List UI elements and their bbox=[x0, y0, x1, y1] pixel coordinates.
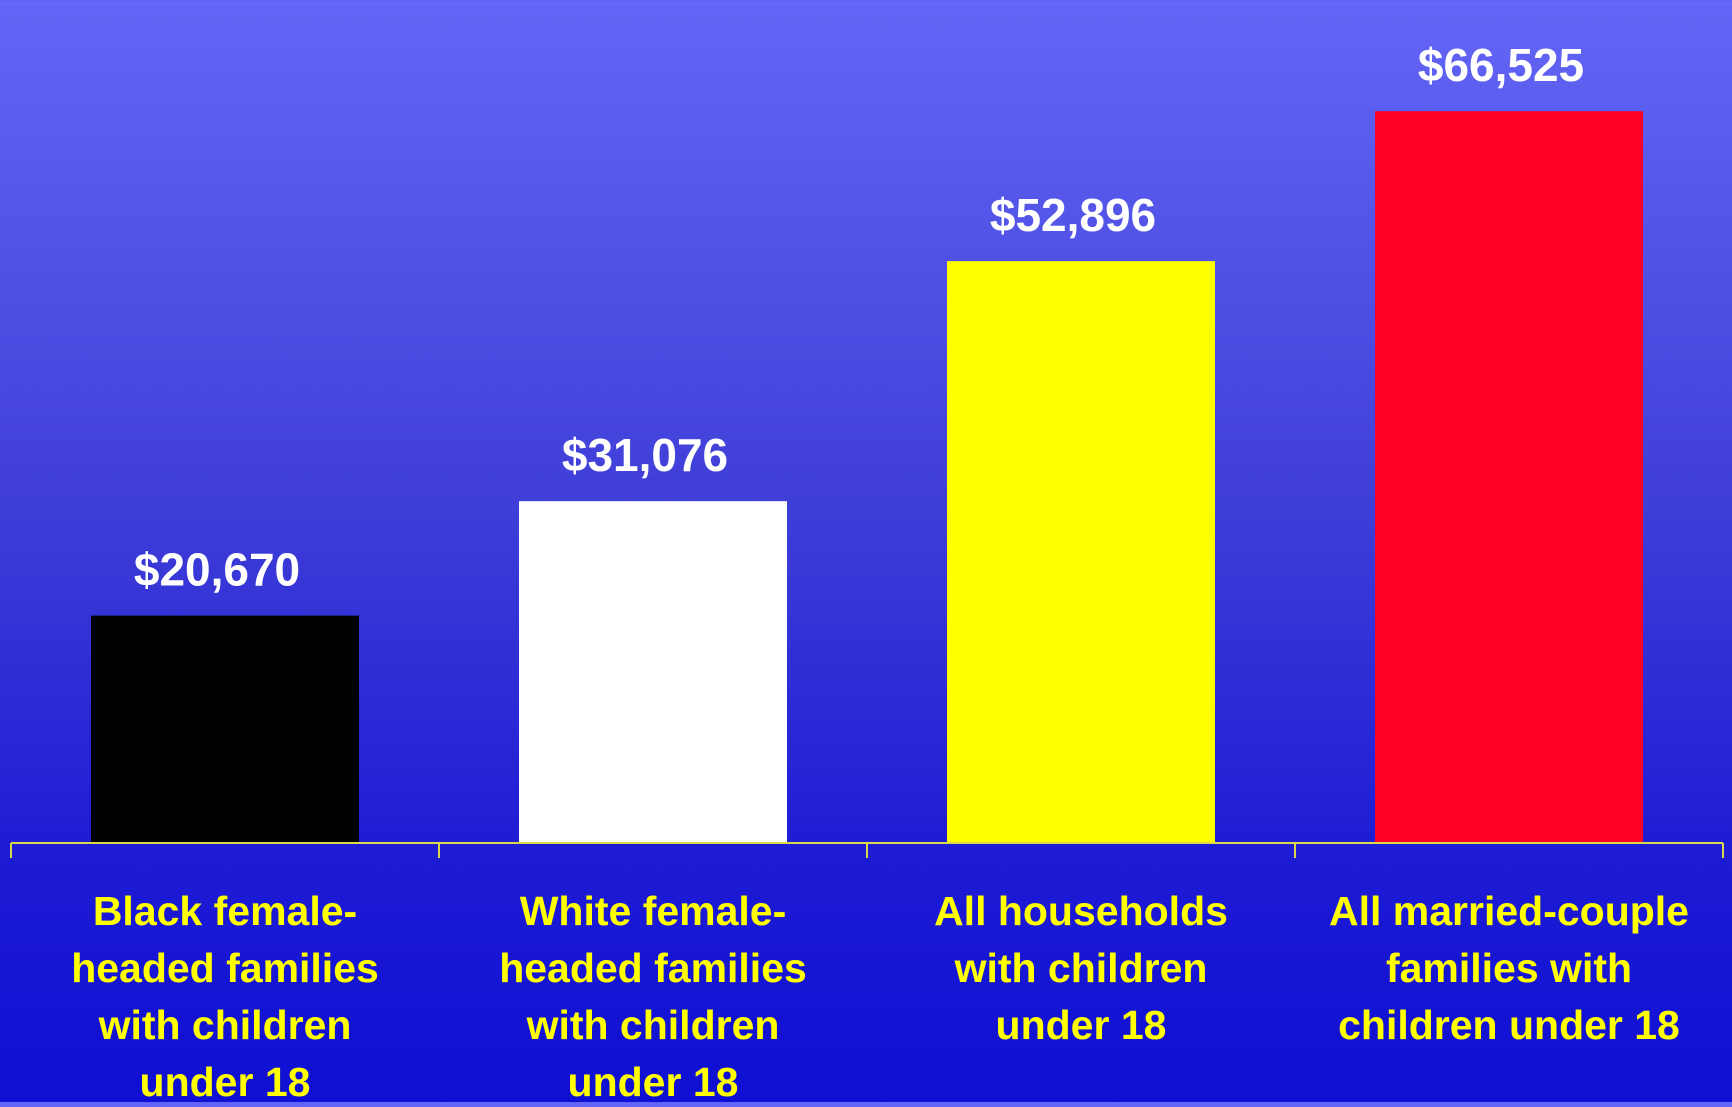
bar bbox=[1375, 111, 1643, 844]
category-label-line: families with bbox=[1386, 945, 1632, 991]
category-label-line: White female- bbox=[520, 888, 787, 934]
category-label-line: under 18 bbox=[140, 1059, 311, 1102]
category-label-line: Black female- bbox=[93, 888, 357, 934]
category-label-line: with children bbox=[954, 945, 1208, 991]
category-label-line: under 18 bbox=[996, 1002, 1167, 1048]
x-axis bbox=[10, 842, 1724, 858]
bar bbox=[91, 615, 359, 843]
category-label-line: with children bbox=[526, 1002, 780, 1048]
category-label-line: All married-couple bbox=[1329, 888, 1689, 934]
category-label: White female-headed families with childre… bbox=[499, 888, 807, 1102]
bar bbox=[947, 261, 1215, 843]
category-label-line: headed families bbox=[499, 945, 807, 991]
category-label-line: All households bbox=[934, 888, 1228, 934]
value-label: $31,076 bbox=[562, 429, 728, 481]
category-label: All households with children under 18 bbox=[934, 888, 1228, 1048]
bar bbox=[519, 501, 787, 843]
category-label-line: children under 18 bbox=[1338, 1002, 1680, 1048]
category-label: All married-couple families with children … bbox=[1329, 888, 1689, 1048]
category-label-line: with children bbox=[98, 1002, 352, 1048]
value-labels-layer: $20,670 $31,076 $52,896 $66,525 bbox=[134, 39, 1584, 595]
category-labels-layer: Black female-headed families with childre… bbox=[71, 888, 1689, 1105]
value-label: $52,896 bbox=[990, 189, 1156, 241]
bars-layer bbox=[91, 111, 1643, 844]
value-label: $20,670 bbox=[134, 544, 300, 596]
category-label-line: under 18 bbox=[568, 1059, 739, 1102]
value-label: $66,525 bbox=[1418, 39, 1584, 91]
category-label-line: headed families bbox=[71, 945, 379, 991]
category-label: Black female-headed families with childre… bbox=[71, 888, 379, 1102]
